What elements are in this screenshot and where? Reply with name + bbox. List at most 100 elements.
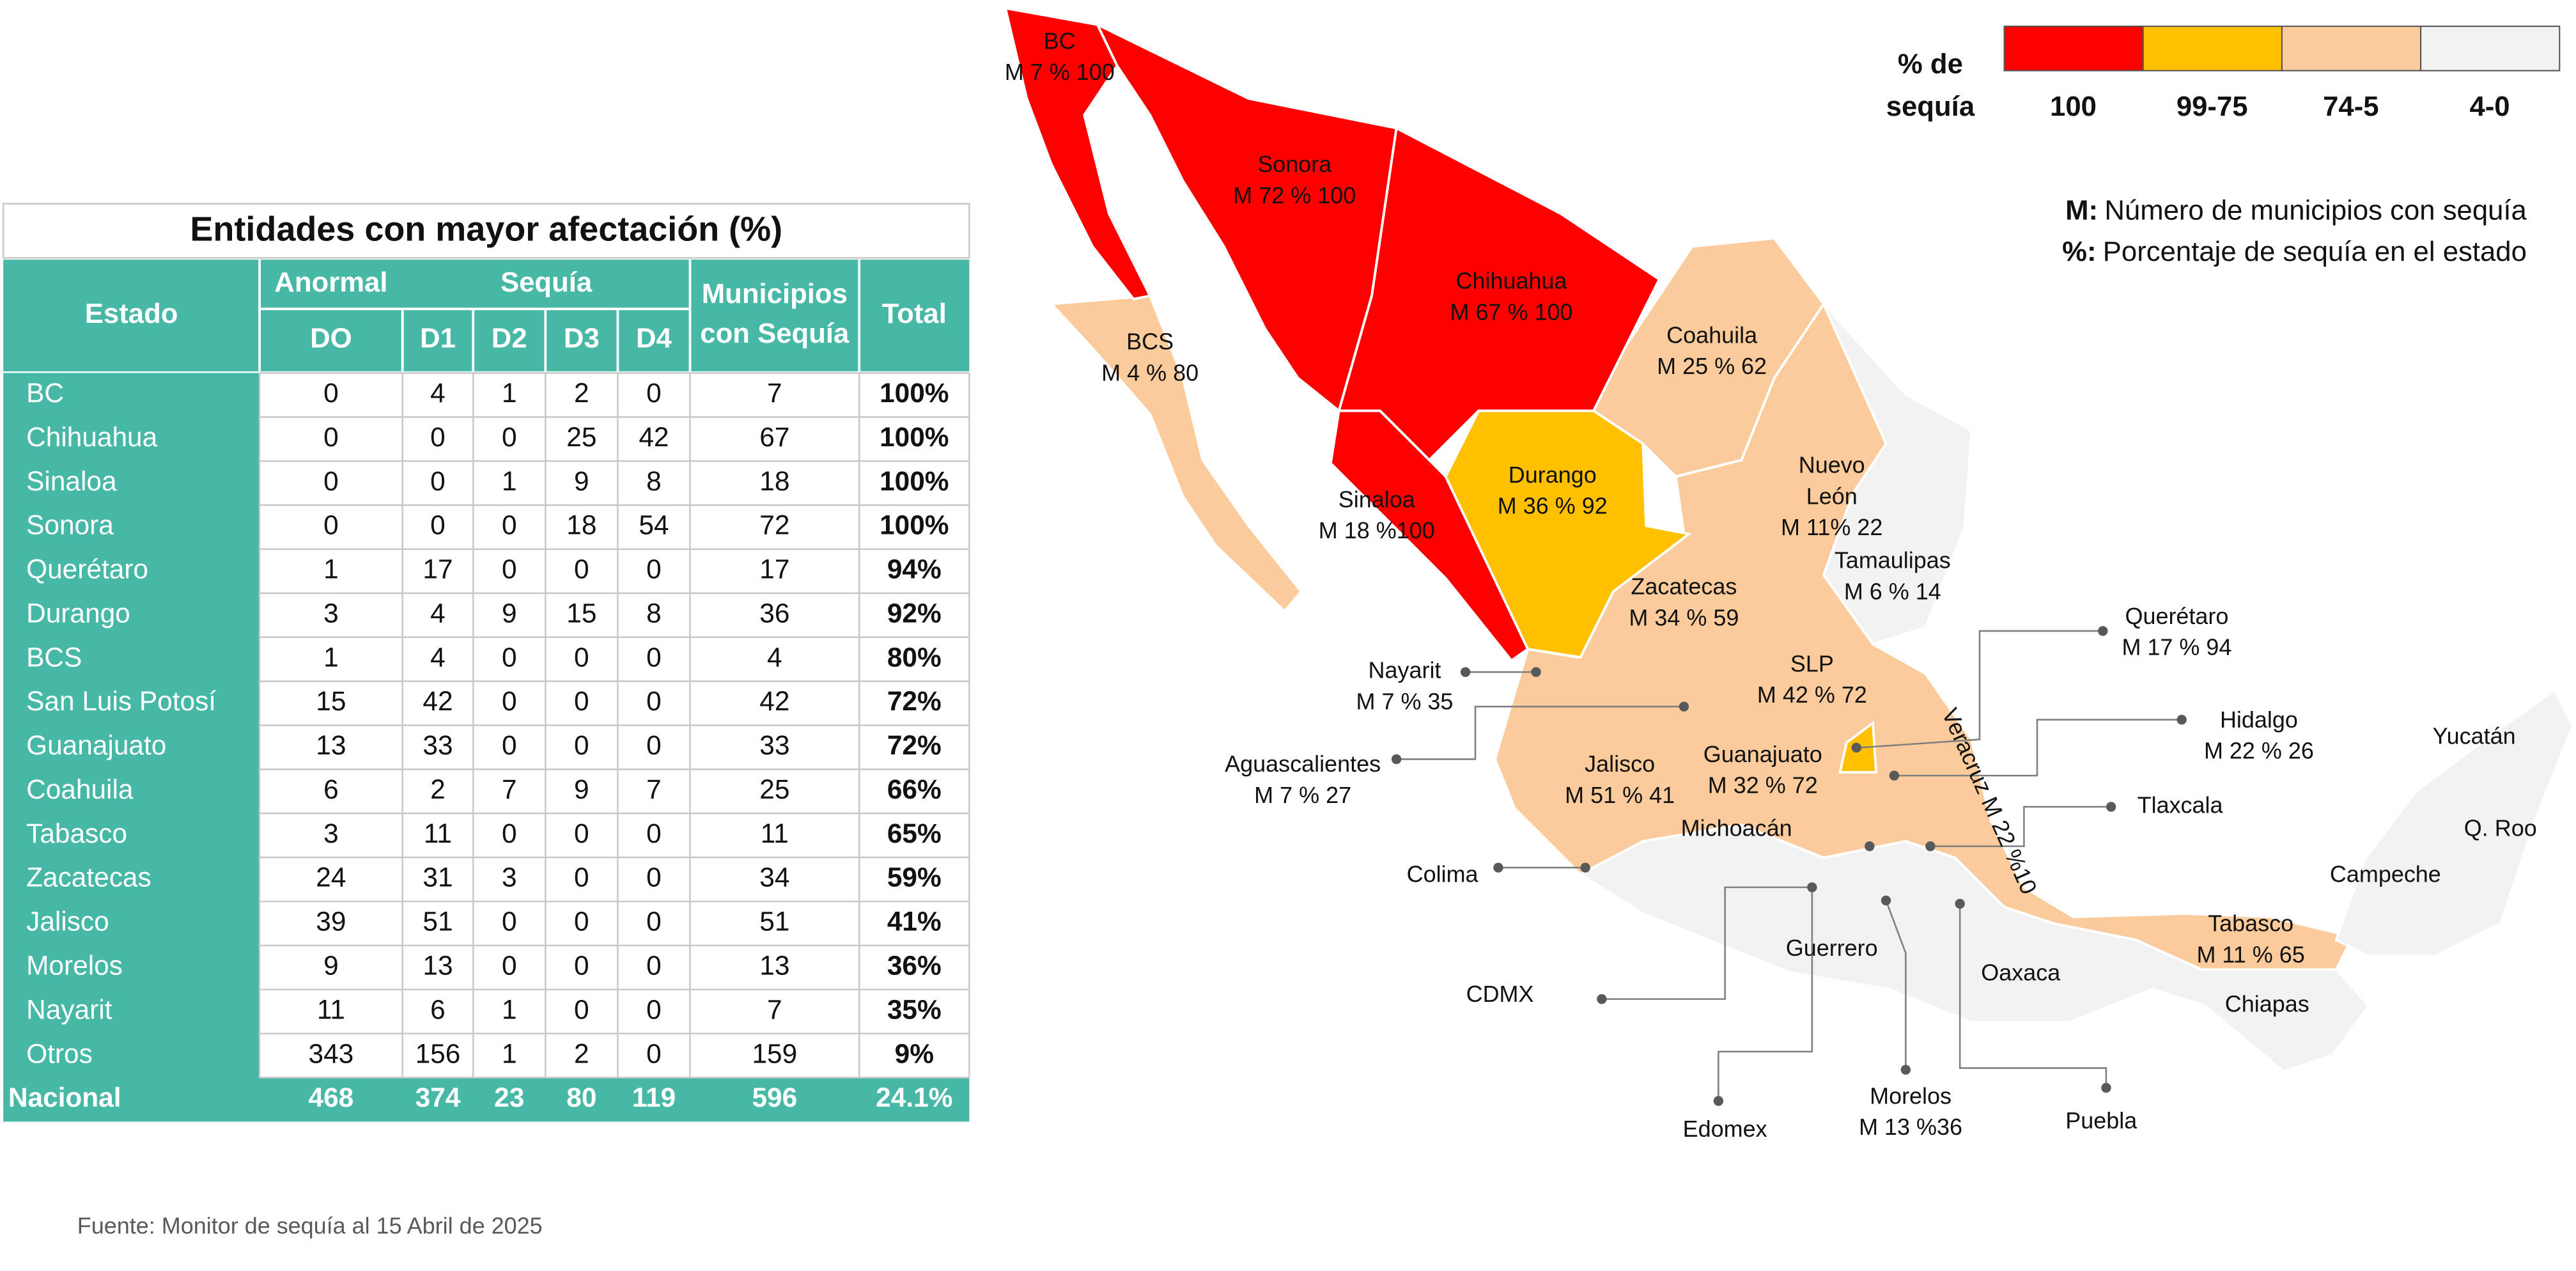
state-label: Sonora M 72 % 100	[1233, 151, 1356, 208]
cell: 0	[574, 686, 589, 716]
cell: 2	[430, 774, 446, 804]
leader-line	[1959, 903, 2107, 1088]
state-label-line: Jalisco	[1585, 751, 1655, 777]
state-label-line: León	[1806, 483, 1858, 509]
state-label-line: M 22 % 26	[2204, 738, 2314, 764]
legend-swatch	[2003, 26, 2144, 72]
cell: 36%	[887, 950, 942, 980]
cell: 100%	[880, 422, 949, 452]
cell: 4	[430, 642, 446, 672]
state-label: Michoacán	[1681, 815, 1792, 841]
state-label-line: M 13 %36	[1859, 1114, 1962, 1140]
cell: 6	[430, 994, 446, 1024]
cell: 0	[323, 510, 339, 540]
national-label: Nacional	[8, 1082, 121, 1112]
national-cell: 374	[415, 1082, 461, 1112]
state-label-line: Chiapas	[2225, 990, 2309, 1017]
state-label-line: M 34 % 59	[1629, 604, 1739, 630]
state-label-line: M 36 % 92	[1498, 493, 1608, 519]
state-label: Chihuahua M 67 % 100	[1450, 268, 1573, 325]
cell: 13	[759, 950, 789, 980]
cell: 67	[759, 422, 789, 452]
state-label-line: BCS	[1126, 329, 1174, 355]
row-label: Otros	[26, 1038, 93, 1068]
row-label: San Luis Potosí	[26, 686, 216, 716]
header-label: Estado	[85, 298, 178, 329]
cell: 3	[502, 862, 517, 893]
cell: 159	[752, 1038, 797, 1068]
cell: 24	[316, 862, 346, 893]
cell: 34	[759, 862, 789, 893]
row-label: Zacatecas	[26, 862, 151, 893]
map	[1004, 6, 2574, 1106]
state-label-line: Morelos	[1870, 1082, 1951, 1109]
cell: 0	[502, 422, 517, 452]
cell: 0	[502, 510, 517, 540]
dot	[1493, 862, 1503, 873]
state-label-line: Tlaxcala	[2138, 791, 2223, 818]
cell: 7	[646, 774, 662, 804]
cell: 9	[502, 598, 517, 628]
dot	[1865, 841, 1875, 852]
state-label: Tlaxcala	[2138, 791, 2223, 818]
state-label-line: M 11 % 65	[2196, 941, 2304, 967]
cell: 0	[646, 950, 662, 980]
cell: 0	[646, 862, 662, 893]
cell: 0	[646, 378, 662, 408]
cell: 3	[323, 598, 339, 628]
cell: 0	[574, 730, 589, 760]
cell: 156	[415, 1038, 461, 1068]
state-label-line: Tabasco	[2208, 910, 2293, 936]
dot	[1889, 770, 1900, 781]
state-label-line: BC	[1044, 27, 1076, 54]
state-label-line: M 4 % 80	[1101, 359, 1199, 386]
state-label-line: Chihuahua	[1456, 268, 1567, 294]
legend-swatch	[2281, 26, 2422, 72]
state-label-line: M 7 % 35	[1356, 689, 1454, 715]
cell: 42	[423, 686, 453, 716]
cell: 0	[574, 642, 589, 672]
cell: 0	[646, 686, 662, 716]
cell: 0	[574, 994, 589, 1024]
state-label: Sinaloa M 18 %100	[1319, 486, 1435, 543]
cell: 0	[430, 510, 446, 540]
state-label: BC M 7 % 100	[1005, 27, 1115, 85]
state-label: Edomex	[1683, 1116, 1767, 1142]
legend-label: 100	[2050, 91, 2097, 122]
header-label: Sequía	[500, 267, 593, 298]
national-cell: 596	[752, 1082, 797, 1112]
state-label-line: Hidalgo	[2220, 706, 2298, 733]
state-label-line: Sonora	[1257, 151, 1331, 177]
state-label: Coahuila M 25 % 62	[1657, 322, 1767, 379]
state-label-line: M 6 % 14	[1844, 578, 1941, 604]
state-label-line: Colima	[1407, 861, 1478, 887]
dot	[1679, 701, 1689, 712]
dot	[2101, 1082, 2111, 1093]
dot	[2176, 715, 2187, 725]
row-label: Sinaloa	[26, 466, 117, 496]
cell: 33	[759, 730, 789, 760]
state-label: Aguascalientes M 7 % 27	[1225, 751, 1381, 808]
header-label: Total	[882, 298, 947, 329]
state-label-line: Edomex	[1683, 1116, 1767, 1142]
cell: 0	[502, 818, 517, 848]
state-label: Colima	[1407, 861, 1478, 887]
cell: 11	[424, 818, 452, 848]
cell: 9	[574, 466, 589, 496]
cell: 41%	[887, 907, 942, 937]
state-label-line: Sinaloa	[1338, 486, 1415, 512]
row-label: Jalisco	[26, 907, 109, 937]
state-label: Durango M 36 % 92	[1498, 462, 1608, 519]
state-label: Guanajuato M 32 % 72	[1703, 741, 1822, 799]
state-label-line: Durango	[1509, 462, 1597, 488]
title-cell	[2, 203, 970, 259]
state-label-line: M 51 % 41	[1565, 782, 1675, 808]
cell: 0	[646, 907, 662, 937]
cell: 8	[646, 466, 662, 496]
header-label: D4	[636, 323, 672, 354]
note-key: M:	[2065, 194, 2098, 226]
cell: 0	[323, 422, 339, 452]
cell: 36	[759, 598, 789, 628]
state-label-line: M 42 % 72	[1757, 682, 1867, 708]
